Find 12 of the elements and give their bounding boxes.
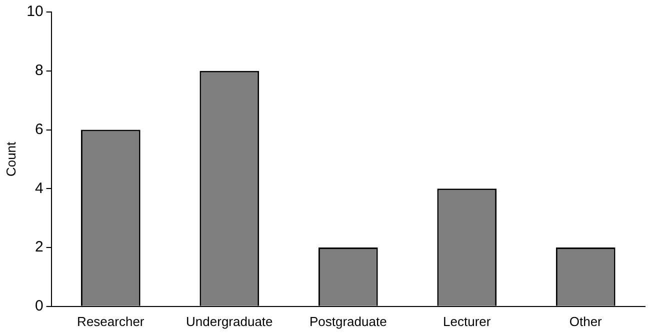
y-tick-label: 4	[34, 180, 44, 197]
y-axis-title: Count	[3, 141, 18, 177]
x-tick-label: Undergraduate	[186, 314, 273, 329]
x-tick-label: Postgraduate	[309, 314, 387, 329]
x-tick-label: Lecturer	[443, 314, 492, 329]
x-tick-label: Other	[569, 314, 603, 329]
x-tick-label: Researcher	[77, 314, 145, 329]
y-tick-label: 8	[34, 62, 44, 80]
y-tick-label: 2	[34, 238, 44, 256]
y-tick-label: 6	[34, 120, 44, 138]
y-tick-label: 10	[26, 3, 44, 20]
y-tick-label: 0	[34, 298, 44, 315]
